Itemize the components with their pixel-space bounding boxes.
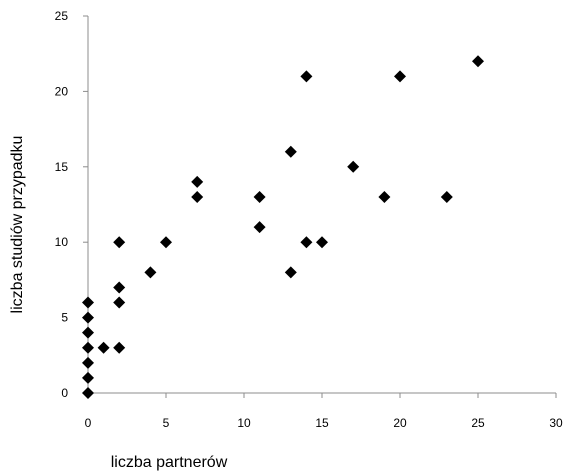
- x-tick-label: 20: [393, 416, 407, 430]
- data-point: [440, 190, 453, 203]
- data-point: [82, 296, 94, 309]
- data-point: [113, 281, 126, 294]
- data-point: [82, 387, 94, 399]
- data-point: [253, 221, 266, 234]
- y-axis-title: liczba studiów przypadku: [9, 136, 26, 314]
- data-point: [191, 175, 204, 188]
- data-points: [82, 55, 484, 399]
- data-point: [97, 341, 110, 354]
- data-point: [284, 145, 297, 158]
- data-point: [82, 341, 94, 354]
- data-point: [82, 356, 94, 369]
- x-tick-label: 10: [237, 416, 251, 430]
- y-axis-ticks: 0 5 10 15 20 25: [55, 9, 88, 400]
- data-point: [284, 266, 297, 279]
- x-tick-label: 0: [85, 416, 92, 430]
- x-axis-title: liczba partnerów: [111, 454, 228, 471]
- y-tick-label: 25: [55, 9, 69, 23]
- data-point: [300, 236, 313, 249]
- data-point: [113, 341, 126, 354]
- data-point: [347, 160, 360, 173]
- data-point: [191, 190, 204, 203]
- data-point: [144, 266, 157, 279]
- x-tick-label: 15: [315, 416, 329, 430]
- x-tick-label: 5: [163, 416, 170, 430]
- y-tick-label: 20: [55, 84, 69, 98]
- data-point: [378, 190, 391, 203]
- y-tick-label: 0: [61, 386, 68, 400]
- data-point: [113, 236, 126, 249]
- data-point: [253, 190, 266, 203]
- y-tick-label: 10: [55, 235, 69, 249]
- data-point: [82, 371, 94, 384]
- data-point: [82, 311, 94, 324]
- y-tick-label: 15: [55, 160, 69, 174]
- y-tick-label: 5: [61, 311, 68, 325]
- x-tick-label: 25: [471, 416, 485, 430]
- data-point: [300, 70, 313, 83]
- data-point: [113, 296, 126, 309]
- data-point: [472, 55, 484, 68]
- data-point: [394, 70, 406, 83]
- x-tick-label: 30: [549, 416, 563, 430]
- x-axis-ticks: 0 5 10 15 20 25 30: [85, 393, 563, 430]
- data-point: [316, 236, 328, 249]
- data-point: [82, 326, 94, 339]
- data-point: [160, 236, 172, 249]
